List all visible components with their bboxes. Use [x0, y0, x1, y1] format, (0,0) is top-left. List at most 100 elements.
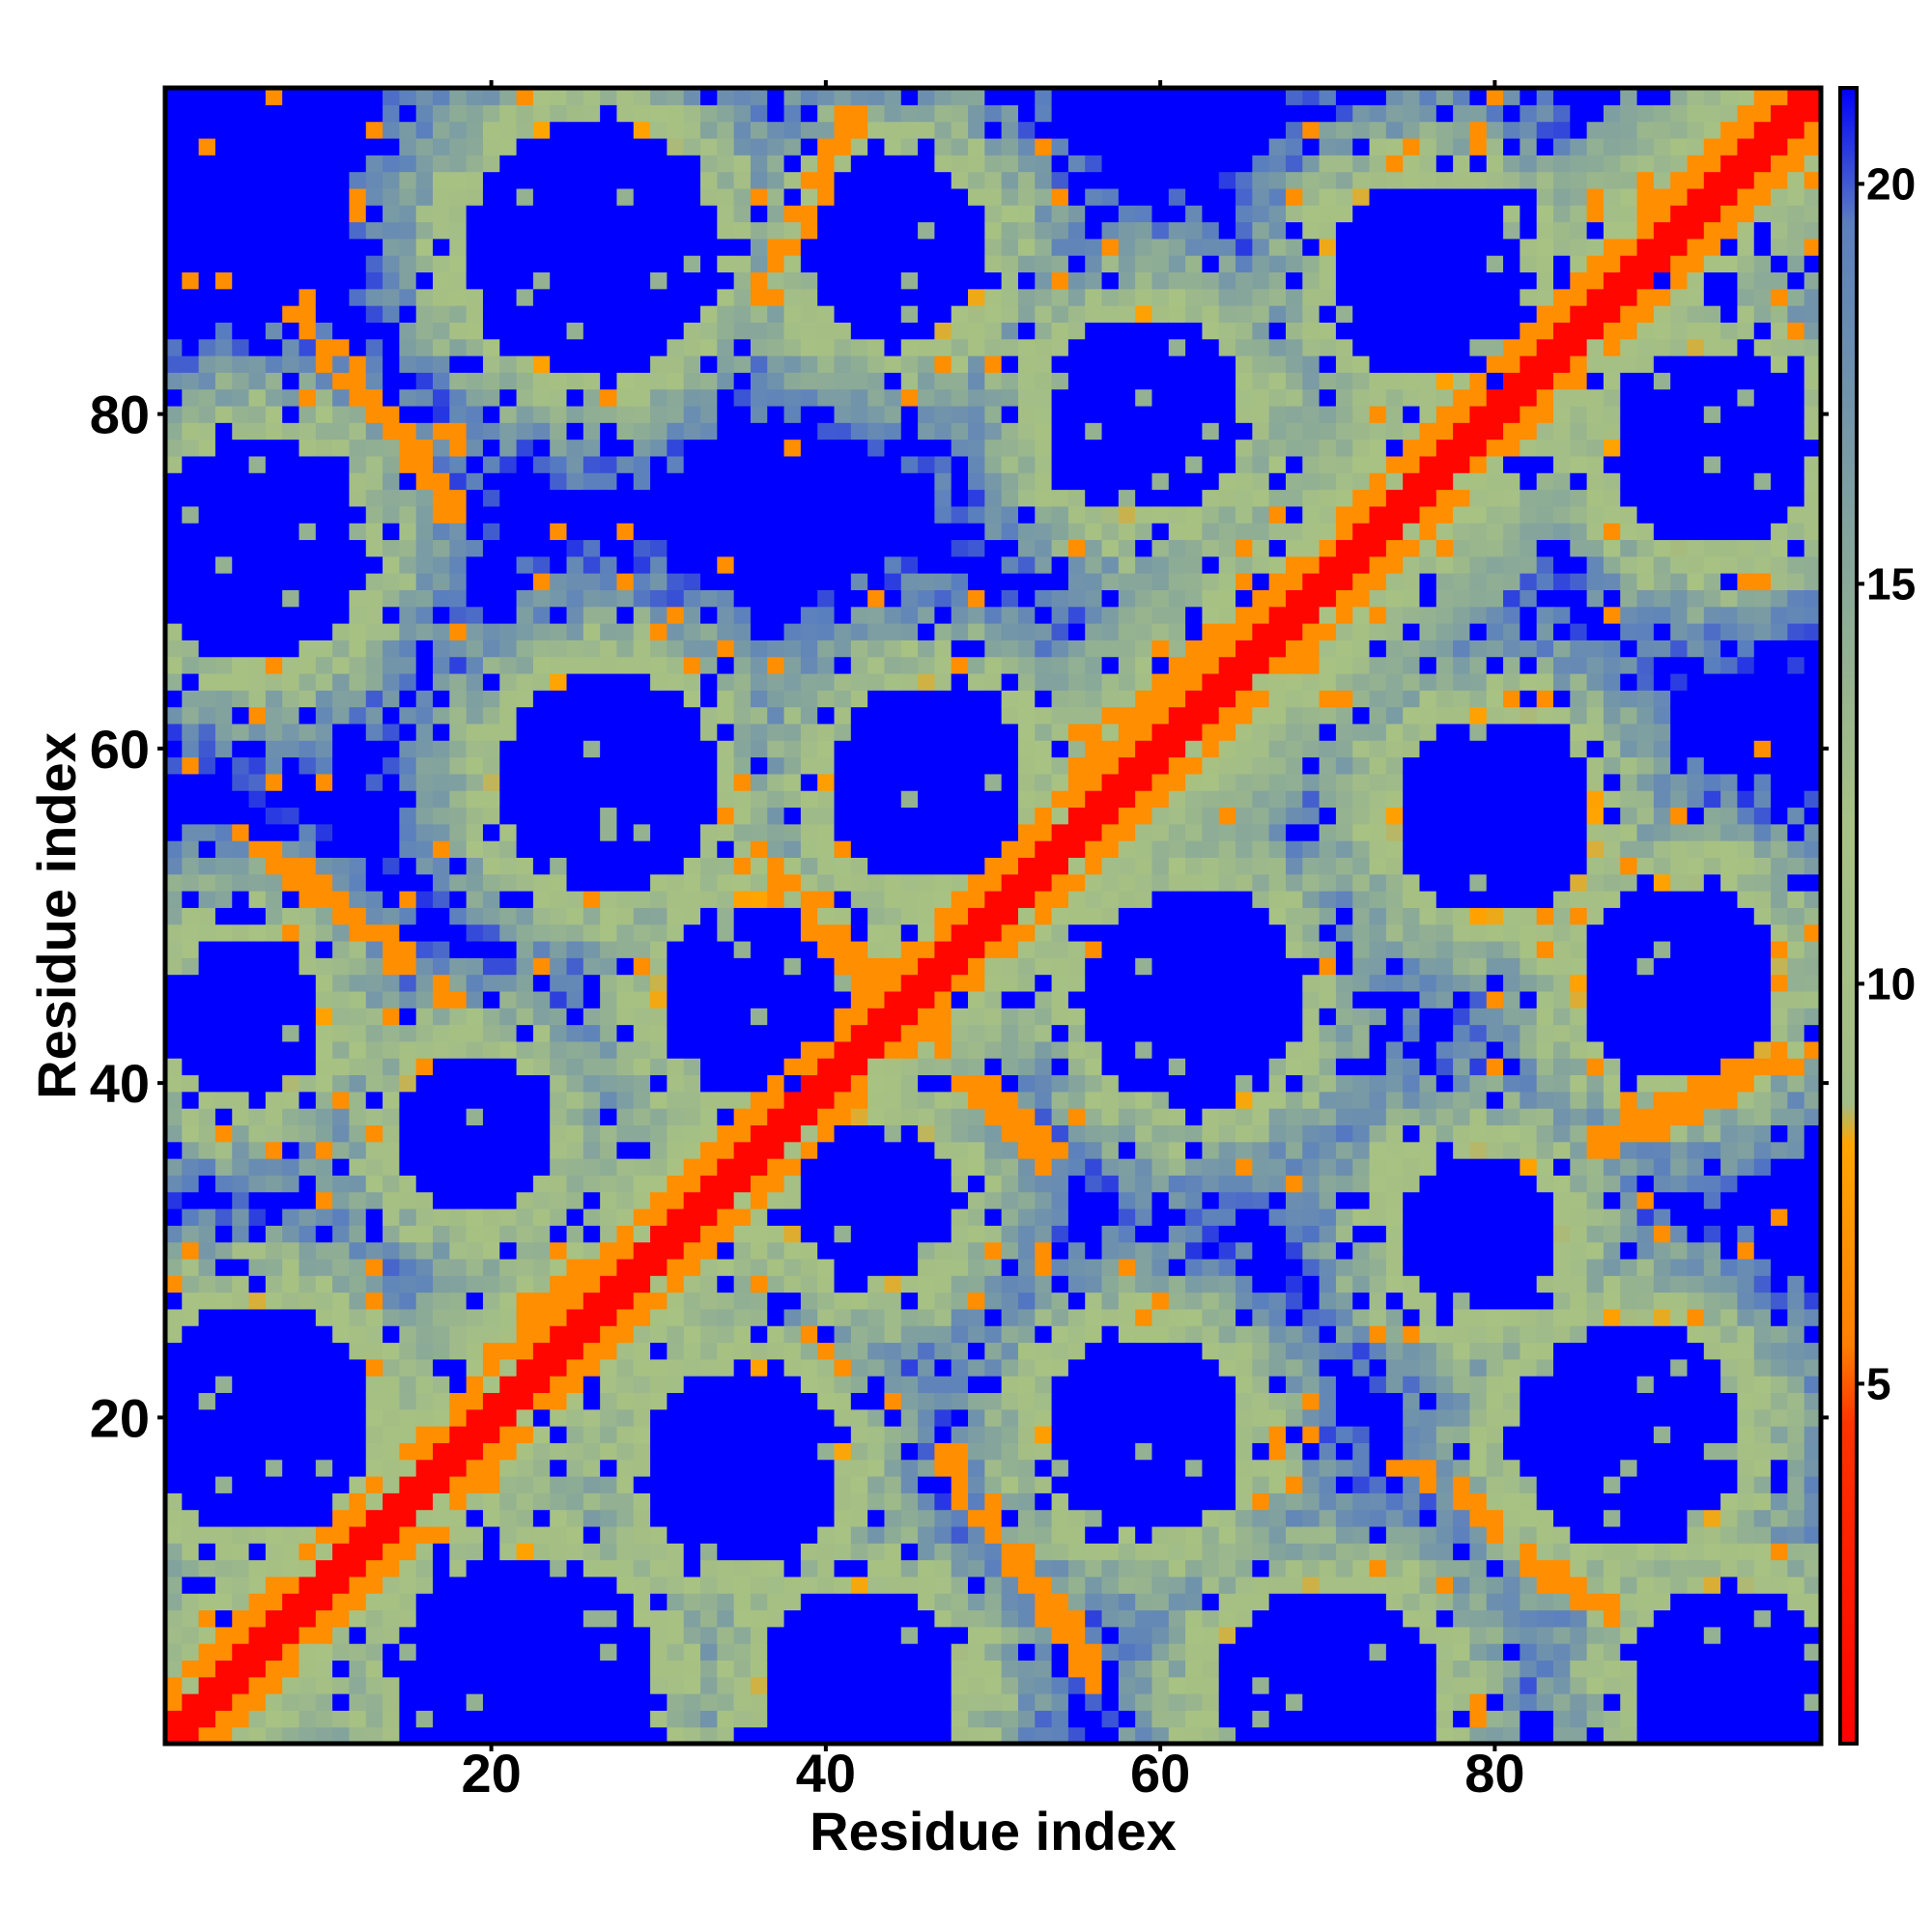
heatmap-cell [918, 1124, 935, 1143]
heatmap-cell [165, 1660, 183, 1678]
heatmap-cell [532, 790, 551, 809]
heatmap-cell [332, 573, 351, 590]
heatmap-cell [265, 338, 283, 356]
heatmap-cell [767, 1275, 785, 1293]
heatmap-cell [1001, 1492, 1019, 1511]
heatmap-cell [900, 756, 919, 775]
heatmap-cell [733, 171, 752, 189]
heatmap-cell [750, 439, 768, 457]
heatmap-cell [182, 405, 200, 423]
heatmap-cell [282, 1325, 300, 1344]
heatmap-cell [415, 639, 434, 658]
heatmap-cell [934, 1108, 952, 1126]
heatmap-cell [499, 706, 518, 724]
heatmap-cell [633, 1275, 651, 1293]
heatmap-cell [700, 1559, 718, 1577]
heatmap-cell [248, 1258, 267, 1276]
heatmap-cell [817, 589, 836, 608]
heatmap-cell [817, 171, 836, 189]
heatmap-cell [365, 873, 384, 892]
heatmap-cell [767, 1693, 785, 1711]
heatmap-cell [482, 555, 500, 574]
heatmap-cell [182, 338, 200, 356]
heatmap-cell [399, 255, 417, 273]
heatmap-cell [315, 555, 333, 574]
heatmap-cell [984, 88, 1003, 105]
heatmap-cell [633, 1191, 651, 1209]
heatmap-cell [900, 1408, 919, 1427]
heatmap-cell [683, 439, 701, 457]
heatmap-cell [650, 1643, 668, 1662]
heatmap-cell [532, 706, 551, 724]
heatmap-cell [332, 740, 351, 758]
heatmap-cell [733, 1676, 752, 1694]
heatmap-cell [750, 690, 768, 708]
heatmap-cell [415, 405, 434, 423]
heatmap-cell [332, 706, 351, 724]
heatmap-cell [750, 840, 768, 858]
heatmap-cell [214, 1475, 233, 1493]
heatmap-cell [532, 1525, 551, 1544]
heatmap-cell [633, 773, 651, 791]
heatmap-cell [582, 255, 601, 273]
heatmap-cell [466, 1710, 484, 1728]
heatmap-cell [968, 88, 985, 105]
heatmap-cell [800, 322, 818, 340]
heatmap-cell [516, 823, 534, 841]
heatmap-cell [383, 1108, 400, 1126]
heatmap-cell [248, 1275, 267, 1293]
heatmap-cell [918, 1693, 935, 1711]
heatmap-cell [700, 706, 718, 724]
heatmap-cell [282, 1074, 300, 1093]
heatmap-cell [800, 1408, 818, 1427]
heatmap-cell [550, 388, 568, 407]
heatmap-cell [399, 1392, 417, 1410]
heatmap-cell [349, 322, 367, 340]
heatmap-cell [951, 1292, 969, 1310]
heatmap-cell [750, 606, 768, 624]
heatmap-cell [433, 1058, 450, 1076]
heatmap-cell [934, 1710, 952, 1728]
heatmap-cell [265, 1408, 283, 1427]
heatmap-cell [1001, 1593, 1019, 1611]
heatmap-cell [165, 187, 183, 206]
heatmap-cell [918, 255, 935, 273]
heatmap-cell [332, 1626, 351, 1644]
heatmap-cell [349, 1258, 367, 1276]
heatmap-cell [867, 1208, 886, 1226]
heatmap-cell [850, 690, 868, 708]
heatmap-cell [449, 1258, 468, 1276]
heatmap-cell [968, 238, 985, 256]
heatmap-cell [733, 1325, 752, 1344]
heatmap-cell [383, 940, 400, 958]
heatmap-cell [165, 1074, 183, 1093]
heatmap-cell [165, 472, 183, 491]
heatmap-cell [466, 355, 484, 373]
heatmap-cell [650, 923, 668, 942]
heatmap-cell [399, 1241, 417, 1260]
heatmap-cell [934, 923, 952, 942]
heatmap-cell [951, 1559, 969, 1577]
heatmap-cell [733, 288, 752, 306]
heatmap-cell [750, 221, 768, 240]
heatmap-cell [248, 1525, 267, 1544]
heatmap-cell [683, 1509, 701, 1527]
heatmap-cell [951, 1074, 969, 1093]
heatmap-cell [516, 1158, 534, 1176]
heatmap-cell [532, 221, 551, 240]
heatmap-cell [332, 1342, 351, 1360]
heatmap-cell [332, 355, 351, 373]
heatmap-cell [499, 305, 518, 323]
heatmap-cell [214, 1325, 233, 1344]
heatmap-cell [867, 1008, 886, 1026]
heatmap-cell [934, 1726, 952, 1745]
heatmap-cell [900, 907, 919, 925]
heatmap-cell [616, 1509, 635, 1527]
heatmap-cell [232, 1225, 250, 1243]
heatmap-cell [582, 1693, 601, 1711]
heatmap-cell [867, 1058, 886, 1076]
heatmap-cell [867, 472, 886, 491]
heatmap-cell [616, 672, 635, 691]
heatmap-cell [600, 137, 618, 156]
heatmap-cell [332, 1258, 351, 1276]
